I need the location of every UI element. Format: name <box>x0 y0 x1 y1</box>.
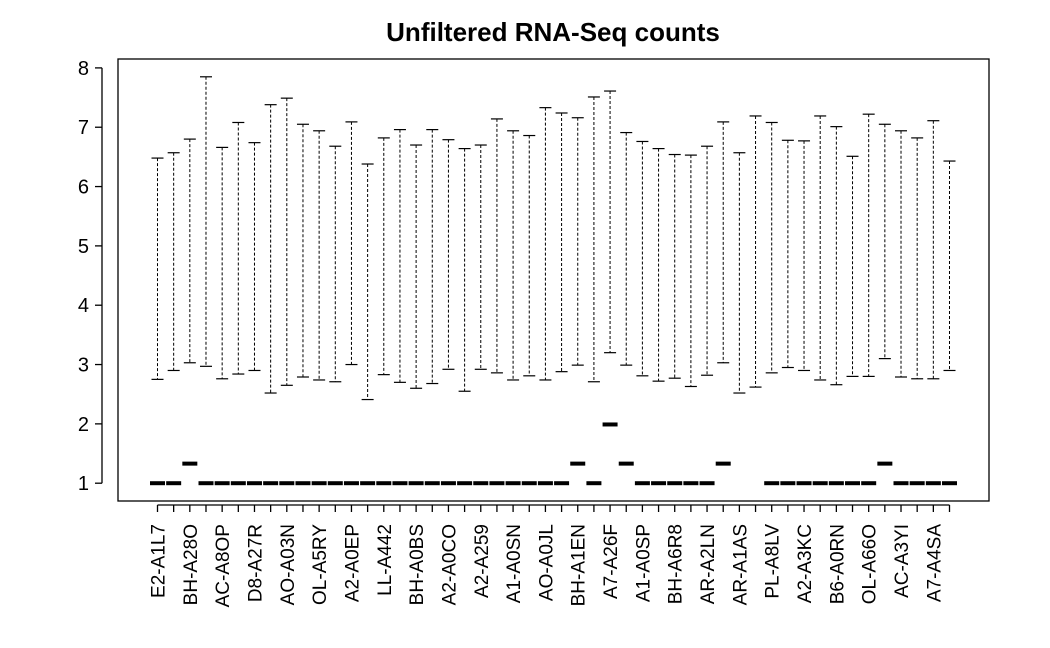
y-tick-label: 4 <box>78 295 89 317</box>
y-axis: 1 2 3 4 5 6 7 8 <box>78 58 103 495</box>
x-tick-label: AO-A0JL <box>536 524 557 601</box>
x-tick-label: E2-A1L7 <box>149 524 170 598</box>
y-tick-label: 2 <box>78 414 89 436</box>
box-sample <box>554 112 570 486</box>
y-tick-label: 7 <box>78 117 89 139</box>
chart-title: Unfiltered RNA-Seq counts <box>386 17 720 47</box>
x-tick-label: BH-A1EN <box>569 524 590 606</box>
box-sample <box>715 121 731 466</box>
box-sample <box>214 146 230 486</box>
y-tick-label: 6 <box>78 177 89 199</box>
x-tick-label: BH-A28O <box>181 524 202 605</box>
x-tick-label: A1-A0SP <box>633 524 654 602</box>
x-tick-label: A2-A3KC <box>795 524 816 603</box>
box-sample <box>861 113 877 486</box>
box-sample <box>586 96 602 486</box>
box-sample <box>634 140 650 486</box>
box-sample <box>230 121 246 486</box>
box-sample <box>182 138 198 466</box>
box-sample <box>651 147 667 486</box>
x-tick-label: D8-A27R <box>245 524 266 602</box>
x-tick-label: A2-A0EP <box>342 524 363 602</box>
box-sample <box>845 155 861 486</box>
x-tick-label: BH-A6R8 <box>666 524 687 604</box>
x-tick-label: A2-A0CO <box>439 524 460 605</box>
box-sample <box>343 121 359 486</box>
box-sample <box>263 104 279 486</box>
x-tick-label: OL-A5RY <box>310 524 331 605</box>
box-sample <box>166 152 182 486</box>
box-sample <box>780 139 796 486</box>
box-sample <box>505 130 521 486</box>
box-sample <box>749 115 762 388</box>
box-sample <box>376 137 392 486</box>
x-tick-label: BH-A0BS <box>407 524 428 605</box>
box-sample <box>150 157 165 486</box>
plot-frame <box>117 58 990 502</box>
box-sample <box>279 97 295 486</box>
y-tick-label: 5 <box>78 236 89 258</box>
box-sample <box>392 129 408 486</box>
x-tick-label: A7-A4SA <box>924 524 945 602</box>
box-sample <box>683 154 699 486</box>
y-tick-label: 8 <box>78 58 89 80</box>
x-tick-label: AC-A8OP <box>213 524 234 607</box>
box-sample <box>699 145 715 486</box>
box-sample <box>246 142 262 486</box>
box-sample <box>667 153 683 486</box>
box-sample <box>602 90 618 427</box>
y-tick-label: 3 <box>78 355 89 377</box>
box-sample <box>457 147 473 486</box>
box-sample <box>618 131 634 466</box>
box-sample <box>942 160 957 486</box>
x-tick-label: AC-A3YI <box>892 524 913 598</box>
box-sample <box>360 163 376 486</box>
box-sample <box>198 76 214 486</box>
x-tick-label: A1-A0SN <box>504 524 525 603</box>
x-axis-labels: E2-A1L7 BH-A28O AC-A8OP D8-A27R AO-A03N OL-A5… <box>149 504 951 607</box>
x-tick-label: AO-A03N <box>278 524 299 605</box>
box-sample <box>909 137 925 486</box>
x-tick-label: A7-A26F <box>601 524 622 599</box>
box-sample <box>327 145 343 486</box>
box-sample <box>812 115 828 486</box>
x-tick-label: PL-A8LV <box>763 524 784 599</box>
box-sample <box>295 123 311 486</box>
box-sample <box>764 121 780 486</box>
x-tick-label: LL-A442 <box>375 524 396 596</box>
x-tick-label: A2-A259 <box>472 524 493 598</box>
box-sample <box>424 129 440 486</box>
x-tick-label: AR-A2LN <box>698 524 719 604</box>
x-tick-label: OL-A66O <box>860 524 881 604</box>
box-sample <box>489 118 505 486</box>
box-sample <box>925 120 941 486</box>
box-sample <box>796 140 812 486</box>
boxplot-series <box>150 76 957 486</box>
box-sample <box>733 152 746 394</box>
x-tick-label: AR-A1AS <box>730 524 751 605</box>
box-sample <box>311 130 327 486</box>
box-sample <box>537 107 553 486</box>
box-sample <box>570 117 586 466</box>
y-tick-label: 1 <box>78 473 89 495</box>
box-sample <box>828 126 844 486</box>
x-tick-label: B6-A0RN <box>827 524 848 604</box>
box-sample <box>408 144 424 486</box>
box-sample <box>440 139 456 486</box>
box-sample <box>473 144 489 486</box>
box-sample <box>521 134 537 486</box>
box-sample <box>893 130 909 486</box>
box-sample <box>877 123 893 466</box>
